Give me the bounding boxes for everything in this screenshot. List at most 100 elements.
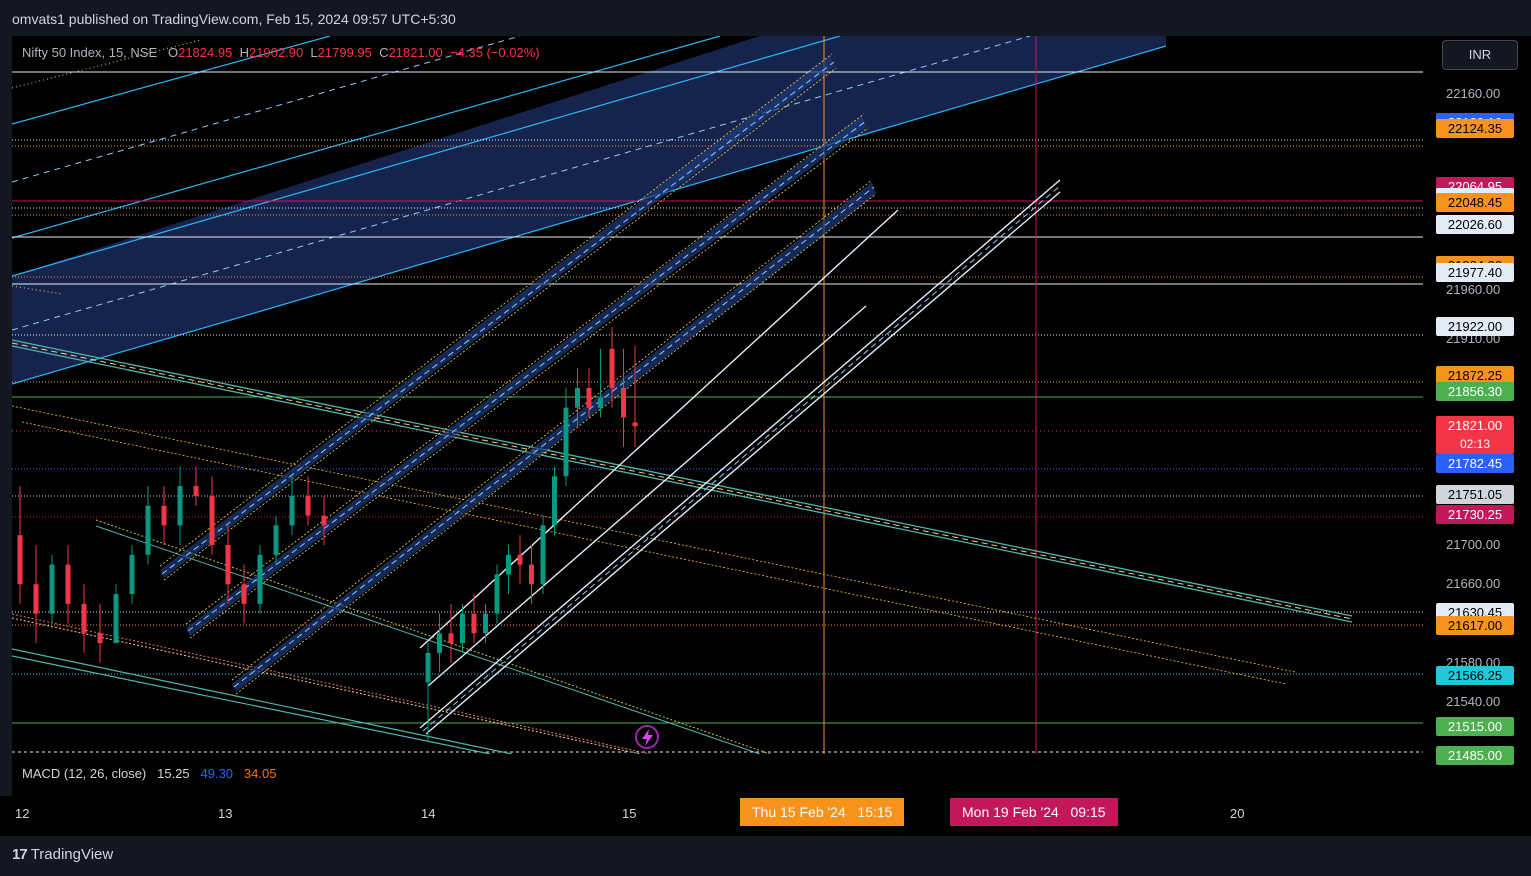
price-tick: 21580.00 (1446, 654, 1501, 670)
candle (177, 466, 183, 545)
channel-dotted (12, 285, 63, 295)
high-value: 21902.90 (248, 45, 304, 60)
bar-countdown: 02:13 (1459, 437, 1491, 452)
candle (632, 345, 638, 447)
tradingview-brand: TradingView (30, 846, 114, 863)
channel-line (12, 36, 331, 125)
low-value: 21799.95 (317, 45, 372, 60)
candle (586, 368, 592, 418)
price-level-value: 21977.40 (1447, 264, 1503, 280)
time-tick: 12 (15, 806, 30, 821)
bottom-bar (0, 836, 1531, 876)
ascending-channel-3 (231, 179, 877, 695)
currency-button[interactable]: INR (1442, 40, 1518, 70)
price-level-value: 21730.25 (1447, 507, 1503, 523)
candle (113, 584, 119, 644)
candle (517, 535, 523, 585)
macd-pane[interactable] (12, 754, 1423, 796)
low-label: L (310, 45, 318, 60)
price-level-value: 21872.25 (1447, 367, 1503, 383)
price-level-badge: 22048.45 (1436, 193, 1514, 213)
channel-line (12, 36, 721, 239)
price-level-badge: 21751.05 (1436, 484, 1514, 504)
candle (483, 603, 488, 644)
candle (506, 545, 511, 595)
candle (241, 564, 247, 624)
candle (448, 603, 454, 663)
price-level-value: 21856.30 (1447, 383, 1503, 399)
candle (129, 545, 135, 604)
top-bar: omvats1 published on TradingView.com, Fe… (0, 0, 1531, 38)
candle (494, 564, 500, 624)
candle (49, 554, 55, 624)
candle (161, 486, 167, 545)
price-level-badge: 21856.30 (1436, 381, 1514, 401)
price-level-value: 21751.05 (1447, 486, 1503, 502)
channel-dotted (12, 39, 201, 89)
price-level-badge: 21566.25 (1436, 666, 1514, 686)
price-level-value: 22048.45 (1447, 195, 1503, 211)
time-tick: 14 (421, 806, 436, 821)
channel-mid-dashed (12, 36, 521, 183)
candle (321, 495, 327, 545)
macd-value: 15.25 (157, 766, 190, 781)
channel-line (12, 36, 841, 277)
price-tick: 21960.00 (1446, 281, 1501, 297)
symbol-name: Nifty 50 Index, 15, NSE (22, 45, 158, 60)
time-tick: 20 (1230, 806, 1245, 821)
price-level-badge: 21515.00 (1436, 716, 1514, 736)
price-level-value: 21617.00 (1447, 618, 1503, 634)
candle (598, 348, 603, 418)
macd-legend: MACD (12, 26, close) 15.25 49.30 34.05 (22, 766, 276, 781)
high-label: H (239, 45, 249, 60)
time-marker-badge: Mon 19 Feb '24 09:15 (950, 798, 1118, 826)
candle (225, 525, 231, 604)
descending-channel-teal (12, 339, 1353, 623)
candle (193, 466, 199, 506)
change-value: −4.35 (−0.02%) (449, 45, 540, 60)
candlestick-series (17, 327, 638, 742)
candle (145, 486, 151, 565)
candle (97, 603, 103, 663)
tradingview-logo[interactable]: 17 TradingView (12, 846, 113, 863)
candle (273, 515, 279, 565)
candle (609, 327, 615, 408)
macd-label: MACD (12, 26, close) (22, 766, 147, 781)
price-level-badge: 21485.00 (1436, 745, 1514, 765)
price-tick: 21540.00 (1446, 693, 1501, 709)
channel-mid-dashed (12, 36, 1031, 331)
price-level-value: 21566.25 (1447, 668, 1503, 684)
price-level-value: 21485.00 (1447, 747, 1503, 763)
candle (81, 584, 87, 653)
candle (33, 545, 39, 644)
tradingview-logo-mark: 17 (12, 846, 28, 863)
candle (209, 476, 215, 555)
macd-signal-value: 49.30 (200, 766, 234, 781)
candle (460, 603, 465, 653)
ascending-white-lines (419, 179, 1061, 735)
candle (257, 545, 263, 614)
publisher-line: omvats1 published on TradingView.com, Fe… (12, 11, 456, 27)
price-level-badge: 21872.25 (1436, 365, 1514, 385)
candle (552, 466, 557, 536)
price-level-badge: 21782.45 (1436, 454, 1514, 474)
candle (437, 613, 442, 673)
ascending-channel-2 (185, 113, 869, 639)
time-marker-badge: Thu 15 Feb '24 15:15 (740, 798, 905, 826)
candle (529, 545, 534, 604)
price-level-badge: 21977.40 (1436, 262, 1514, 282)
candle (65, 545, 71, 624)
price-level-badge: 21821.00 02:13 (1436, 416, 1514, 455)
lightning-icon[interactable] (635, 725, 659, 749)
candle (563, 388, 569, 487)
price-level-badge: 21617.00 (1436, 616, 1514, 636)
price-level-badge: 21922.00 (1436, 317, 1514, 337)
open-value: 21824.95 (178, 45, 233, 60)
close-value: 21821.00 (388, 45, 443, 60)
candle (305, 476, 311, 526)
regression-channel-fill (12, 36, 1166, 384)
price-level-badge: 21730.25 (1436, 505, 1514, 525)
price-tick: 21700.00 (1446, 537, 1501, 552)
price-level-value: 21922.00 (1447, 319, 1503, 335)
